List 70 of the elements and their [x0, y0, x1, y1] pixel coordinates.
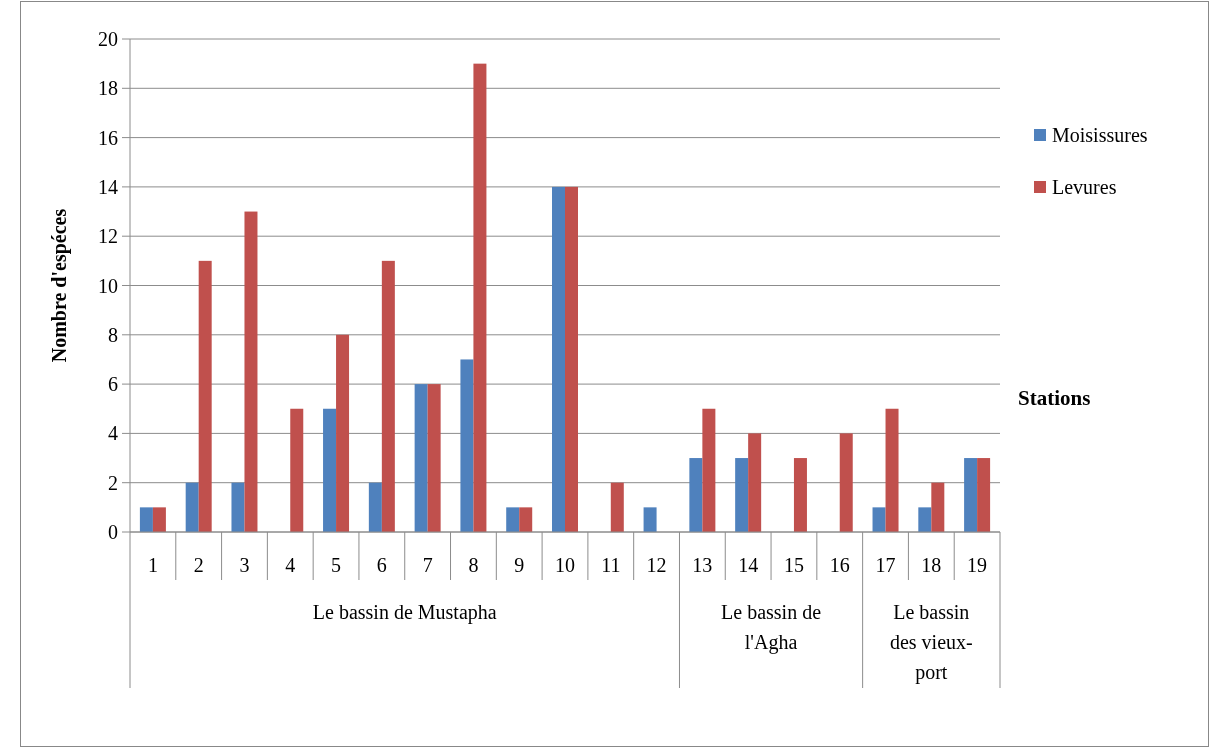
- bar: [244, 211, 258, 532]
- x-tick-label: 14: [738, 554, 759, 576]
- bar: [473, 63, 487, 532]
- bar: [185, 482, 199, 532]
- x-tick-label: 5: [331, 554, 342, 576]
- bar: [414, 384, 428, 532]
- x-tick-label: 2: [193, 554, 204, 576]
- bar: [964, 458, 978, 532]
- x-tick-label: 8: [468, 554, 479, 576]
- x-tick-label: 15: [783, 554, 804, 576]
- bar: [793, 458, 807, 532]
- bar: [139, 507, 153, 532]
- bar: [689, 458, 703, 532]
- x-tick-label: 10: [555, 554, 575, 576]
- bar: [198, 260, 212, 532]
- bar: [381, 260, 395, 532]
- x-tick-label: 17: [875, 554, 896, 576]
- x-tick-label: 13: [692, 554, 713, 576]
- y-tick-label: 12: [98, 225, 118, 248]
- y-tick-label: 20: [98, 28, 118, 50]
- x-tick-label: 7: [422, 554, 433, 576]
- y-tick-label: 0: [108, 521, 118, 543]
- x-tick-label: 6: [376, 554, 387, 576]
- bar: [231, 482, 245, 532]
- bar: [552, 186, 565, 532]
- bar: [748, 433, 762, 532]
- y-axis-title: Nombre d'espéces: [48, 208, 71, 363]
- bar: [643, 507, 657, 532]
- bar: [610, 482, 624, 532]
- text: Le bassin des vieux-port: [889, 601, 973, 684]
- x-axis-title: Stations: [1018, 386, 1091, 410]
- bar: [885, 408, 899, 532]
- y-tick-label: 18: [98, 77, 118, 100]
- bar: [918, 507, 932, 532]
- text: Le bassin de Mustapha: [312, 601, 497, 624]
- x-tick-label: 9: [514, 554, 525, 576]
- y-tick-label: 8: [108, 323, 118, 346]
- bar: [336, 334, 350, 532]
- x-tick-label: 18: [921, 554, 942, 576]
- x-tick-label: 12: [646, 554, 667, 576]
- bar: [977, 458, 991, 532]
- bar: [931, 482, 945, 532]
- bar: [460, 359, 474, 532]
- y-tick-label: 2: [108, 471, 118, 494]
- bar: [427, 384, 441, 532]
- y-tick-label: 4: [108, 422, 118, 445]
- y-tick-label: 10: [98, 274, 118, 297]
- bar: [702, 408, 716, 532]
- x-tick-label: 1: [147, 554, 158, 576]
- bar: [506, 507, 520, 532]
- y-tick-label: 16: [98, 126, 118, 149]
- bar: [368, 482, 382, 532]
- x-tick-label: 11: [601, 554, 621, 576]
- x-tick-label: 16: [829, 554, 850, 576]
- legend-label: Moisissures: [1052, 124, 1148, 146]
- x-tick-label: 3: [239, 554, 250, 576]
- x-tick-label: 19: [967, 554, 988, 576]
- bar: [290, 408, 304, 532]
- bar: [565, 186, 578, 532]
- bar: [839, 433, 853, 532]
- bar: [735, 458, 749, 532]
- y-tick-label: 6: [108, 373, 118, 396]
- text: Le bassin de l'Agha: [721, 601, 822, 654]
- bar: [323, 408, 337, 532]
- legend-label: Levures: [1052, 176, 1117, 198]
- y-tick-label: 14: [98, 175, 118, 198]
- bar: [872, 507, 886, 532]
- bar: [519, 507, 533, 532]
- x-tick-label: 4: [285, 554, 296, 576]
- bar: [152, 507, 166, 532]
